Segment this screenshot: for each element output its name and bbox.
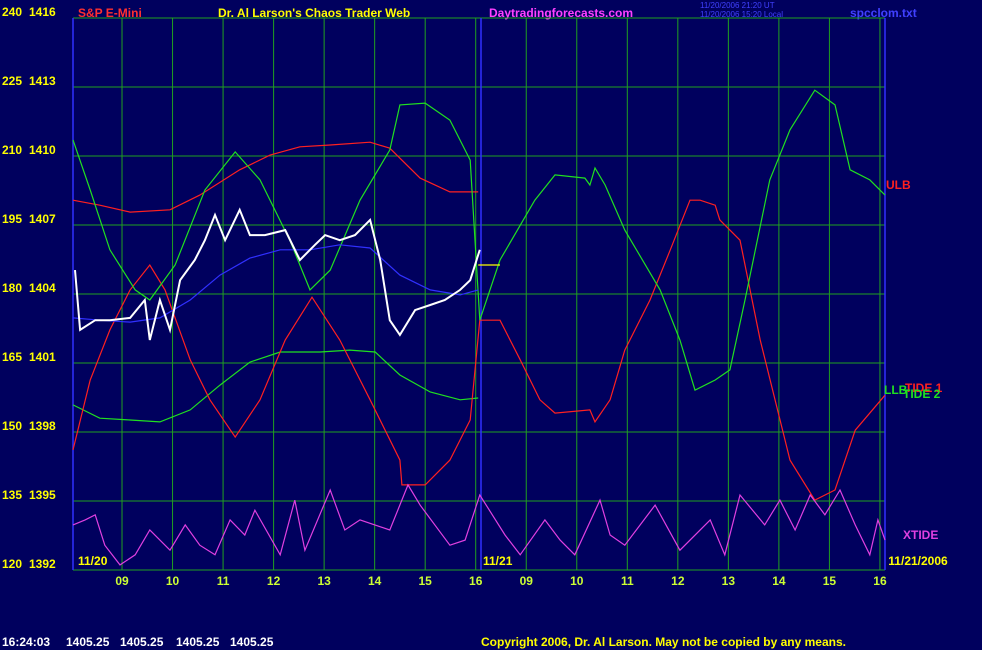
quote-time: 16:24:03 — [2, 635, 50, 649]
series-line — [72, 141, 479, 213]
quote: 1405.25 — [230, 635, 274, 649]
y-tick-label: 210 — [2, 143, 22, 157]
x-tick-label: 16 — [873, 574, 887, 588]
x-tick-label: 13 — [722, 574, 736, 588]
y-tick-label: 195 — [2, 212, 22, 226]
x-tick-label: 11 — [217, 574, 230, 588]
symbol: S&P E-Mini — [78, 6, 142, 20]
site-url: Daytradingforecasts.com — [489, 6, 633, 20]
series-line — [74, 207, 481, 341]
y-tick-label: 165 — [2, 350, 22, 364]
y2-tick-label: 1410 — [29, 143, 56, 157]
site-title: Dr. Al Larson's Chaos Trader Web — [218, 6, 410, 20]
y2-tick-label: 1407 — [29, 212, 56, 226]
y-tick-label: 180 — [2, 281, 22, 295]
y2-tick-label: 1401 — [29, 350, 56, 364]
quote: 1405.25 — [176, 635, 220, 649]
date-label: 11/21/2006 — [888, 554, 948, 568]
x-tick-label: 16 — [469, 574, 483, 588]
y2-tick-label: 1395 — [29, 488, 56, 502]
quote: 1405.25 — [120, 635, 164, 649]
date-label: 11/20 — [78, 554, 108, 568]
series-label: TIDE 2 — [903, 387, 941, 401]
series-line — [72, 483, 886, 566]
y2-tick-label: 1404 — [29, 281, 56, 295]
x-tick-label: 09 — [115, 574, 129, 588]
y2-tick-label: 1416 — [29, 5, 56, 19]
x-tick-label: 14 — [772, 574, 786, 588]
x-tick-label: 14 — [368, 574, 382, 588]
y-tick-label: 120 — [2, 557, 22, 571]
y2-tick-label: 1398 — [29, 419, 56, 433]
series-line — [72, 89, 886, 391]
copyright: Copyright 2006, Dr. Al Larson. May not b… — [481, 635, 846, 649]
date-label: 11/21 — [483, 554, 513, 568]
x-tick-label: 09 — [520, 574, 534, 588]
series-label: TIDE 1 — [905, 381, 943, 395]
x-tick-label: 15 — [823, 574, 837, 588]
x-tick-label: 10 — [570, 574, 584, 588]
x-tick-label: 10 — [166, 574, 180, 588]
timestamp-local: 11/20/2006 15:20 Local — [700, 10, 783, 19]
series-label: LLB — [884, 383, 908, 397]
y2-tick-label: 1413 — [29, 74, 56, 88]
y-tick-label: 225 — [2, 74, 22, 88]
quote: 1405.25 — [66, 635, 110, 649]
y-tick-label: 150 — [2, 419, 22, 433]
series-label: XTIDE — [903, 528, 938, 542]
series-line — [72, 199, 886, 501]
y2-tick-label: 1392 — [29, 557, 56, 571]
series-line — [72, 244, 479, 323]
x-tick-label: 15 — [419, 574, 433, 588]
y-tick-label: 135 — [2, 488, 22, 502]
x-tick-label: 13 — [317, 574, 331, 588]
x-tick-label: 12 — [267, 574, 281, 588]
file-name: spcclom.txt — [850, 6, 917, 20]
y-tick-label: 240 — [2, 5, 22, 19]
timestamp-ut: 11/20/2006 21:20 UT — [700, 1, 775, 10]
x-tick-label: 11 — [621, 574, 634, 588]
series-label: ULB — [886, 178, 911, 192]
x-tick-label: 12 — [671, 574, 685, 588]
